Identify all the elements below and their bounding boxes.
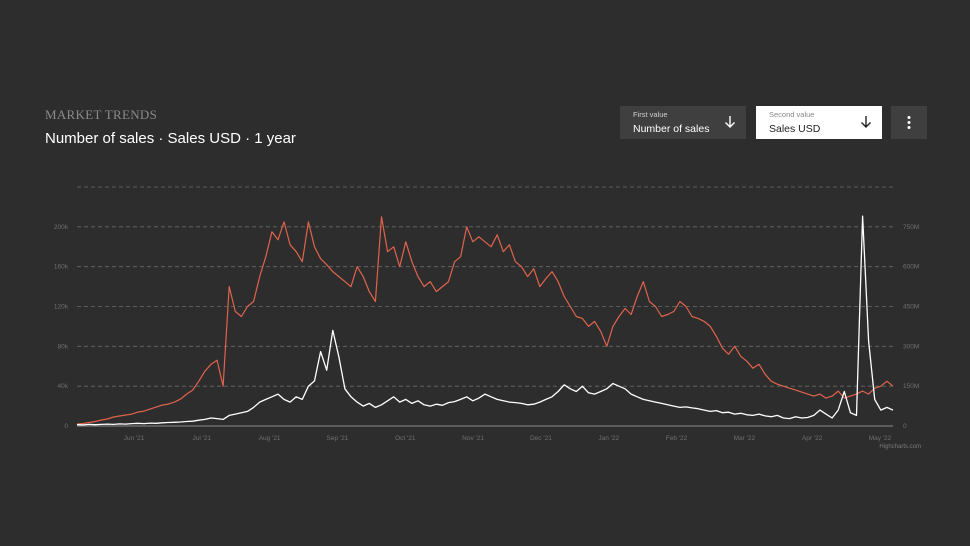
left-axis-tick-label: 120k xyxy=(54,304,69,311)
x-axis-tick-label: Jun '21 xyxy=(124,435,145,442)
right-axis-tick-label: 0 xyxy=(903,423,907,430)
x-axis-tick-label: Dec '21 xyxy=(530,435,552,442)
grid-lines xyxy=(77,186,893,427)
right-axis-tick-label: 300M xyxy=(903,343,919,350)
x-axis-tick-label: Feb '22 xyxy=(666,435,688,442)
arrow-down-icon xyxy=(861,116,871,128)
x-axis-tick-label: Mar '22 xyxy=(734,435,756,442)
x-axis-tick-label: Aug '21 xyxy=(259,435,281,442)
x-axis-tick-label: Jul '21 xyxy=(193,435,212,442)
second-value-select[interactable]: Second value Sales USD xyxy=(756,106,882,139)
left-axis-tick-label: 80k xyxy=(58,343,69,350)
left-axis-tick-label: 160k xyxy=(54,264,69,271)
x-axis-tick-label: Jan '22 xyxy=(598,435,619,442)
left-axis-tick-label: 200k xyxy=(54,224,69,231)
chart-menu-button[interactable] xyxy=(891,106,927,139)
vertical-dots-icon xyxy=(907,116,911,129)
left-axis-tick-label: 40k xyxy=(58,383,69,390)
x-axis-tick-label: Nov '21 xyxy=(462,435,484,442)
left-axis-ticks: 0 40k 80k 120k 160k 200k xyxy=(54,224,69,430)
chart-title: Number of sales · Sales USD · 1 year xyxy=(45,130,296,147)
first-value-select[interactable]: First value Number of sales xyxy=(620,106,746,139)
second-value-selected: Sales USD xyxy=(769,123,821,135)
right-axis-tick-label: 450M xyxy=(903,304,919,311)
first-value-selected: Number of sales xyxy=(633,123,710,135)
section-eyebrow: MARKET TRENDS xyxy=(45,107,158,122)
second-value-label: Second value xyxy=(769,110,815,119)
right-axis-tick-label: 150M xyxy=(903,383,919,390)
number-of-sales-line xyxy=(76,216,894,425)
x-axis-tick-label: Apr '22 xyxy=(802,435,823,442)
x-axis-tick-label: May '22 xyxy=(869,435,892,442)
chart-credit: Highcharts.com xyxy=(879,444,921,450)
sales-usd-line xyxy=(76,215,894,426)
left-axis-tick-label: 0 xyxy=(64,423,68,430)
first-value-label: First value xyxy=(633,110,668,119)
arrow-down-icon xyxy=(725,116,735,128)
right-axis-ticks: 0 150M 300M 450M 600M 750M xyxy=(903,224,919,430)
right-axis-tick-label: 600M xyxy=(903,264,919,271)
x-axis-ticks: Jun '21 Jul '21 Aug '21 Sep '21 Oct '21 Nov '… xyxy=(124,435,892,442)
right-axis-tick-label: 750M xyxy=(903,224,919,231)
series-lines xyxy=(76,215,894,426)
x-axis-tick-label: Sep '21 xyxy=(327,435,349,442)
x-axis-tick-label: Oct '21 xyxy=(395,435,416,442)
